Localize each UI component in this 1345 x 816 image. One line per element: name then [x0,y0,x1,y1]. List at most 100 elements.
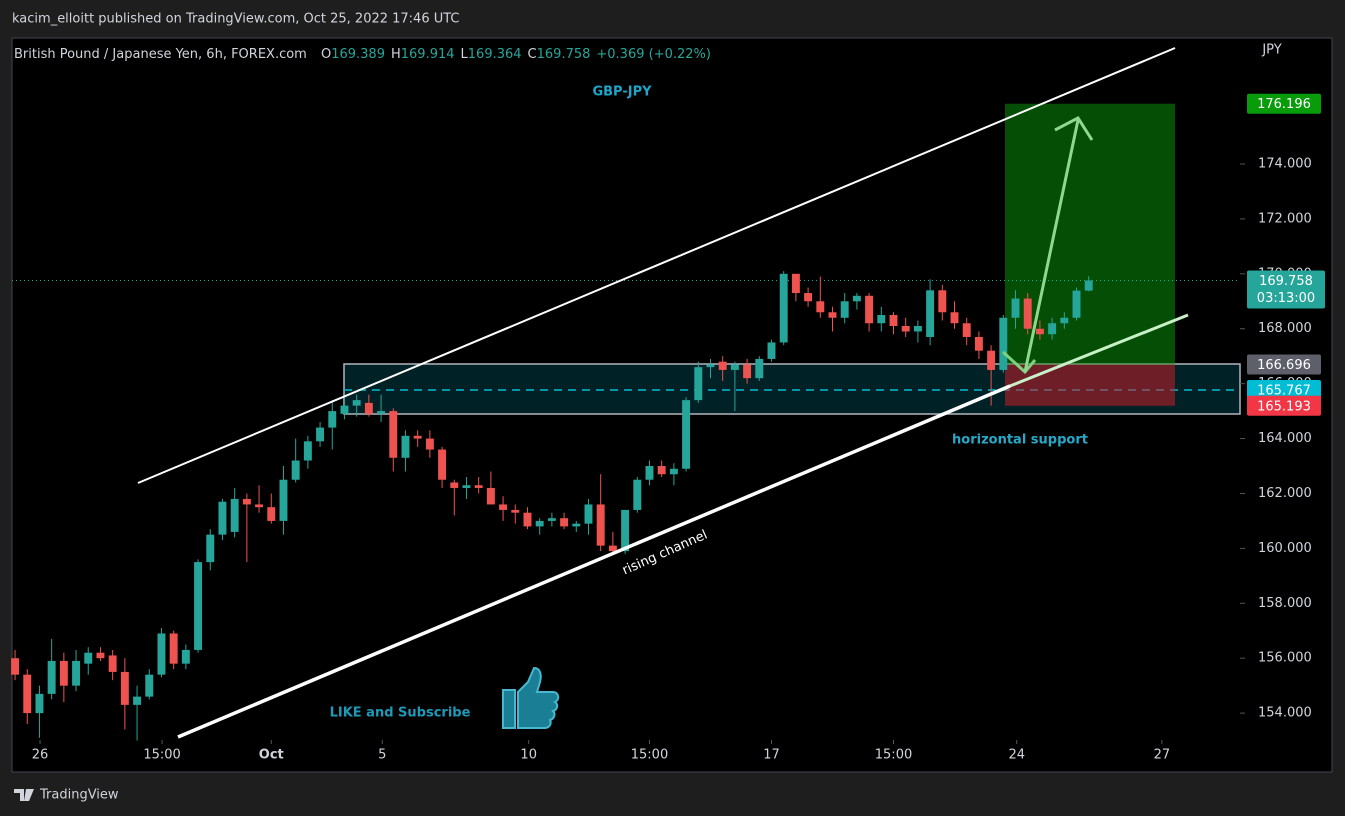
x-tick-label: 24 [1008,748,1025,763]
candle-body [389,411,398,458]
candle-body [840,301,849,318]
candle-body [120,671,129,705]
x-tick-label: Oct [259,748,284,763]
position-target-zone [1005,103,1175,365]
symbol: British Pound / Japanese Yen, 6h, FOREX.… [14,47,307,62]
candle-body [1072,290,1081,318]
ohlc-value: 169.389 [331,47,385,62]
candle-body [816,301,825,313]
candle-body [974,336,983,351]
footer-brand: TradingView [39,788,119,803]
y-tick-label: 172.000 [1258,211,1312,226]
candle-body [657,466,666,475]
candle-body [340,405,349,414]
candle-body [547,518,556,521]
candle-body [303,441,312,461]
x-tick-label: 15:00 [631,748,668,763]
x-tick-label: 27 [1154,748,1171,763]
candle-body [450,482,459,488]
entry-price-text: 166.696 [1257,358,1311,373]
x-tick-label: 26 [32,748,49,763]
publish-header: kacim_elloitt published on TradingView.c… [12,12,460,27]
lower-channel-line [177,384,1011,739]
candle-body [608,545,617,552]
ohlc: O169.389 H169.914 L169.364 C169.758 +0.369 (… [321,47,711,62]
candle-body [413,435,422,439]
candle-body [145,674,154,697]
candle-body [718,361,727,370]
candle-body [767,342,776,359]
thumbs-up-icon [502,666,560,729]
ohlc-prefix: H [391,47,401,62]
y-tick-label: 164.000 [1258,431,1312,446]
candle-body [511,509,520,513]
candle-body [560,518,569,527]
candle-body [865,295,874,324]
x-tick-label: 10 [520,748,537,763]
candle-body [35,693,44,714]
candle-body [621,509,630,552]
ohlc-prefix: L [461,47,469,62]
candle-body [889,315,898,326]
candle-body [962,323,971,337]
cta-label: LIKE and Subscribe [330,706,471,721]
candle-body [730,364,739,370]
y-tick-label: 156.000 [1258,651,1312,666]
candle-body [804,293,813,302]
candle-body [291,460,300,480]
position-stop-zone [1005,364,1175,406]
candle-body [535,520,544,527]
candle-body [1060,317,1069,324]
ohlc-value: 169.758 [537,47,591,62]
candle-body [352,400,361,406]
ohlc-value: 169.914 [401,47,455,62]
candle-body [11,658,20,675]
y-tick-label: 174.000 [1258,157,1312,172]
candle-body [938,290,947,313]
candle-body [486,487,495,505]
candle-body [669,468,678,475]
last-price-text: 169.758 [1259,274,1313,289]
candle-body [901,325,910,332]
candle-body [364,402,373,414]
candle-body [523,512,532,527]
candle-body [926,290,935,337]
tv-logo [14,789,34,801]
candle-body [1023,298,1032,329]
candle-body [1035,328,1044,335]
candle-body [206,534,215,563]
ohlc-change: +0.369 (+0.22%) [596,47,711,62]
y-tick-label: 158.000 [1258,596,1312,611]
candle-body [218,501,227,535]
support-label: horizontal support [952,433,1088,448]
support-price-box [1247,380,1321,401]
candle-body [877,315,886,324]
target-arrow [1023,119,1080,373]
candle-body [706,364,715,368]
candle-body [1048,323,1057,335]
candle-body [474,485,483,488]
candle-body [401,435,410,458]
upper-channel-line [137,47,1176,484]
candle-body [1011,298,1020,318]
candle-body [791,273,800,294]
candle-body [181,649,190,664]
ohlc-prefix: O [321,47,331,62]
candle-body [133,696,142,705]
candle-body [779,273,788,343]
candle-body [169,633,178,664]
candle-body [1084,280,1093,291]
candle-body [913,325,922,332]
y-tick-label: 162.000 [1258,486,1312,501]
plot [11,103,1241,741]
x-tick-label: 5 [378,748,386,763]
candle-body [682,400,691,469]
candle-body [462,485,471,488]
candle-body [96,652,105,659]
last-price-box [1247,270,1325,309]
support-price-text: 165.767 [1257,384,1311,399]
candle-body [743,364,752,379]
y-tick-label: 154.000 [1258,706,1312,721]
lower-channel-line-ext [1009,313,1189,388]
